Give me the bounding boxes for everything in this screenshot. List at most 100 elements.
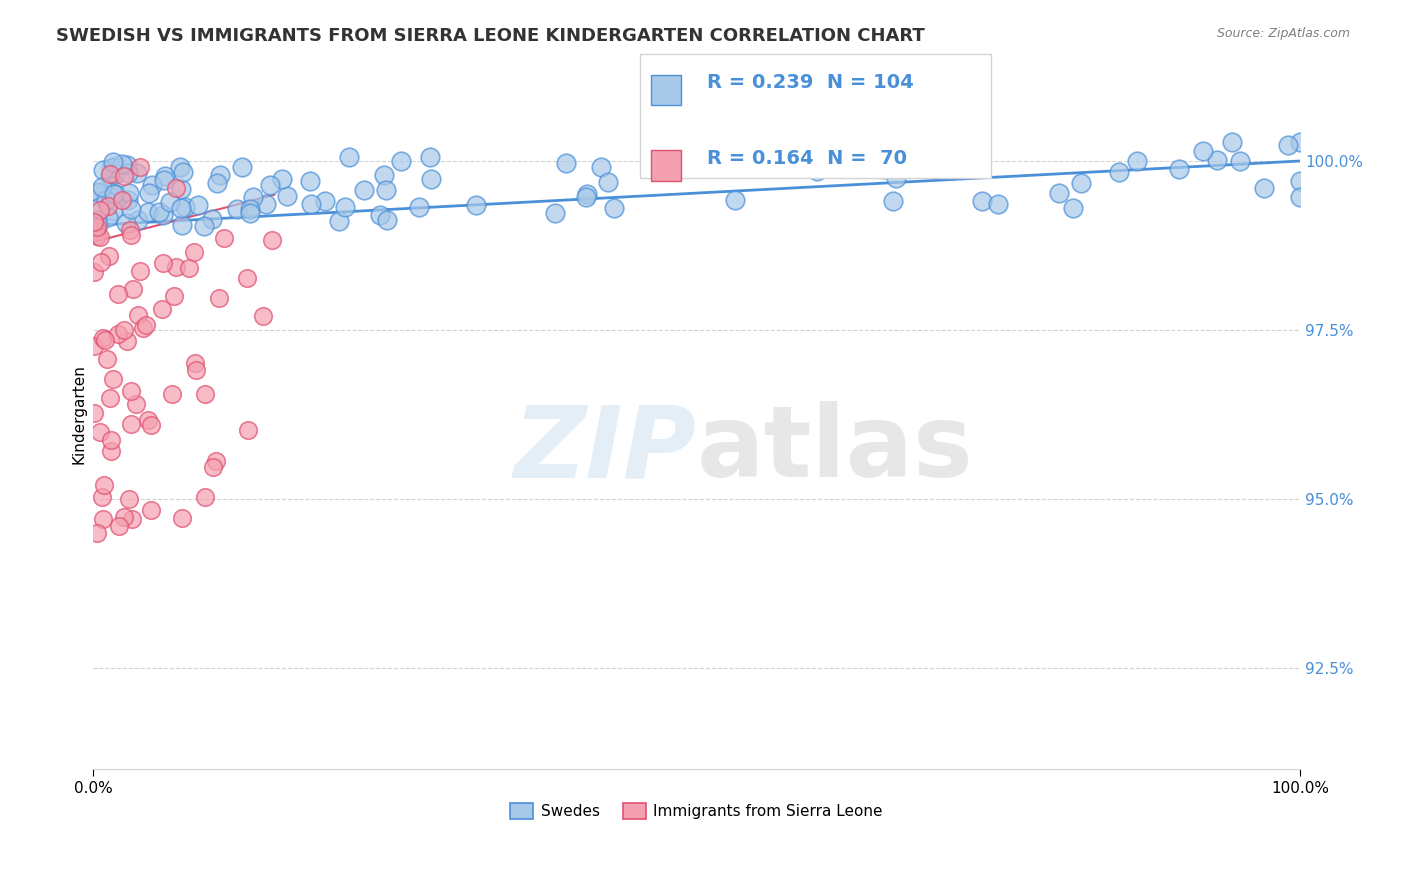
Point: [141, 178, 163, 192]
Point: [103, 372, 125, 386]
Point: [208, 291, 231, 305]
Point: [91, 331, 114, 345]
Point: [127, 308, 149, 322]
Point: [806, 164, 828, 178]
Point: [153, 172, 176, 186]
Point: [1277, 138, 1299, 153]
Point: [86, 218, 108, 232]
Point: [882, 194, 904, 208]
Point: [84, 219, 107, 234]
Point: [98, 391, 121, 405]
Point: [419, 150, 441, 164]
Point: [970, 194, 993, 209]
Point: [239, 202, 262, 217]
Point: [209, 168, 232, 182]
Text: SWEDISH VS IMMIGRANTS FROM SIERRA LEONE KINDERGARTEN CORRELATION CHART: SWEDISH VS IMMIGRANTS FROM SIERRA LEONE …: [56, 27, 925, 45]
Point: [97, 211, 120, 225]
Point: [373, 168, 395, 182]
Point: [333, 200, 356, 214]
Point: [183, 245, 205, 260]
Legend: Swedes, Immigrants from Sierra Leone: Swedes, Immigrants from Sierra Leone: [505, 797, 889, 825]
Point: [86, 525, 108, 540]
Point: [118, 491, 141, 506]
Point: [314, 194, 336, 208]
Point: [89, 202, 111, 217]
Point: [575, 190, 598, 204]
Point: [259, 178, 281, 193]
Point: [679, 161, 702, 175]
Point: [127, 166, 149, 180]
Point: [575, 186, 598, 201]
Point: [152, 256, 174, 270]
Point: [87, 186, 110, 201]
Point: [83, 339, 105, 353]
Point: [375, 183, 398, 197]
Point: [205, 454, 228, 468]
Point: [129, 264, 152, 278]
Point: [101, 160, 124, 174]
Point: [194, 490, 217, 504]
Point: [328, 214, 350, 228]
Point: [464, 197, 486, 211]
Point: [93, 478, 115, 492]
Point: [353, 182, 375, 196]
Point: [120, 222, 142, 236]
Point: [1070, 176, 1092, 190]
Point: [139, 503, 162, 517]
Text: atlas: atlas: [696, 401, 973, 499]
Point: [97, 249, 120, 263]
Point: [83, 265, 105, 279]
Point: [1289, 174, 1312, 188]
Text: Source: ZipAtlas.com: Source: ZipAtlas.com: [1216, 27, 1350, 40]
Point: [226, 202, 249, 216]
Point: [252, 310, 274, 324]
Point: [89, 229, 111, 244]
Point: [165, 181, 187, 195]
Point: [724, 194, 747, 208]
Point: [125, 397, 148, 411]
Point: [169, 160, 191, 174]
Point: [262, 233, 284, 247]
Point: [107, 326, 129, 341]
Point: [105, 186, 128, 201]
Point: [128, 160, 150, 174]
Point: [86, 224, 108, 238]
Point: [276, 188, 298, 202]
Point: [242, 189, 264, 203]
Point: [120, 202, 142, 216]
Point: [163, 289, 186, 303]
Point: [408, 200, 430, 214]
Point: [103, 187, 125, 202]
Point: [120, 227, 142, 242]
Point: [98, 169, 121, 183]
Point: [1062, 201, 1084, 215]
Point: [98, 187, 121, 202]
Text: R = 0.164  N =  70: R = 0.164 N = 70: [707, 149, 907, 168]
Point: [187, 197, 209, 211]
Point: [236, 423, 259, 437]
Point: [420, 171, 443, 186]
Point: [148, 205, 170, 219]
Point: [83, 406, 105, 420]
Point: [111, 193, 134, 207]
Point: [120, 384, 142, 398]
Point: [98, 167, 121, 181]
Point: [1047, 186, 1070, 200]
Point: [1108, 165, 1130, 179]
Point: [160, 387, 183, 401]
Point: [86, 219, 108, 234]
Point: [115, 216, 138, 230]
Point: [193, 219, 215, 233]
Point: [239, 206, 262, 220]
Point: [112, 169, 135, 183]
Point: [115, 334, 138, 348]
Point: [100, 433, 122, 447]
Point: [117, 193, 139, 207]
Point: [173, 200, 195, 214]
Point: [121, 282, 143, 296]
Point: [884, 170, 907, 185]
Point: [1229, 153, 1251, 168]
Point: [202, 460, 225, 475]
Point: [173, 165, 195, 179]
Point: [127, 212, 149, 227]
